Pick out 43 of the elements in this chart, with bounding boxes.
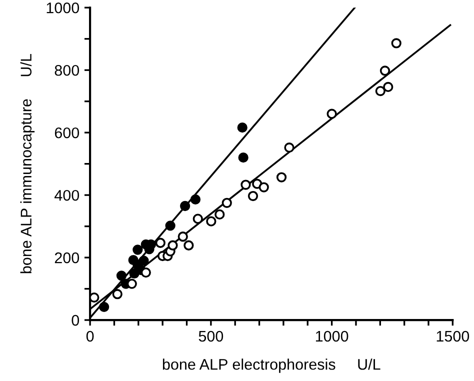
point: [155, 238, 166, 248]
point: [190, 194, 201, 205]
point: [99, 302, 110, 312]
y-tick-label: 600: [54, 127, 80, 138]
x-tick-label: 0: [86, 330, 94, 342]
point: [326, 108, 337, 119]
point: [214, 209, 225, 220]
point: [112, 289, 122, 300]
point: [116, 270, 127, 281]
point: [129, 268, 140, 279]
point: [391, 38, 402, 48]
point: [168, 240, 178, 250]
point: [380, 66, 390, 76]
point: [237, 122, 248, 133]
point: [192, 214, 203, 224]
y-tick-label: 400: [54, 190, 80, 201]
y-tick-label: 1000: [46, 2, 80, 14]
point: [248, 190, 258, 202]
point: [178, 232, 188, 242]
point: [138, 256, 149, 266]
point: [240, 180, 251, 190]
point: [258, 182, 269, 192]
point: [165, 220, 176, 231]
point: [184, 240, 194, 250]
point: [132, 244, 143, 255]
y-tick-label: 0: [72, 314, 80, 326]
point: [222, 198, 232, 208]
x-tick-label: 500: [198, 330, 224, 342]
point: [140, 267, 151, 278]
point: [180, 200, 190, 212]
x-tick-label: 1000: [316, 330, 348, 342]
point: [276, 172, 287, 182]
point: [90, 292, 100, 303]
y-tick-label: 800: [54, 64, 80, 76]
point: [284, 142, 294, 153]
x-axis-title: bone ALP electrophoresis U/L: [162, 358, 380, 373]
point: [238, 152, 248, 163]
point: [206, 216, 216, 226]
x-tick-label: 1500: [436, 330, 470, 342]
point: [383, 82, 394, 92]
y-tick-label: 200: [54, 252, 80, 264]
point: [375, 86, 386, 96]
y-axis-title: bone ALP immunocapture U/L: [20, 54, 35, 274]
